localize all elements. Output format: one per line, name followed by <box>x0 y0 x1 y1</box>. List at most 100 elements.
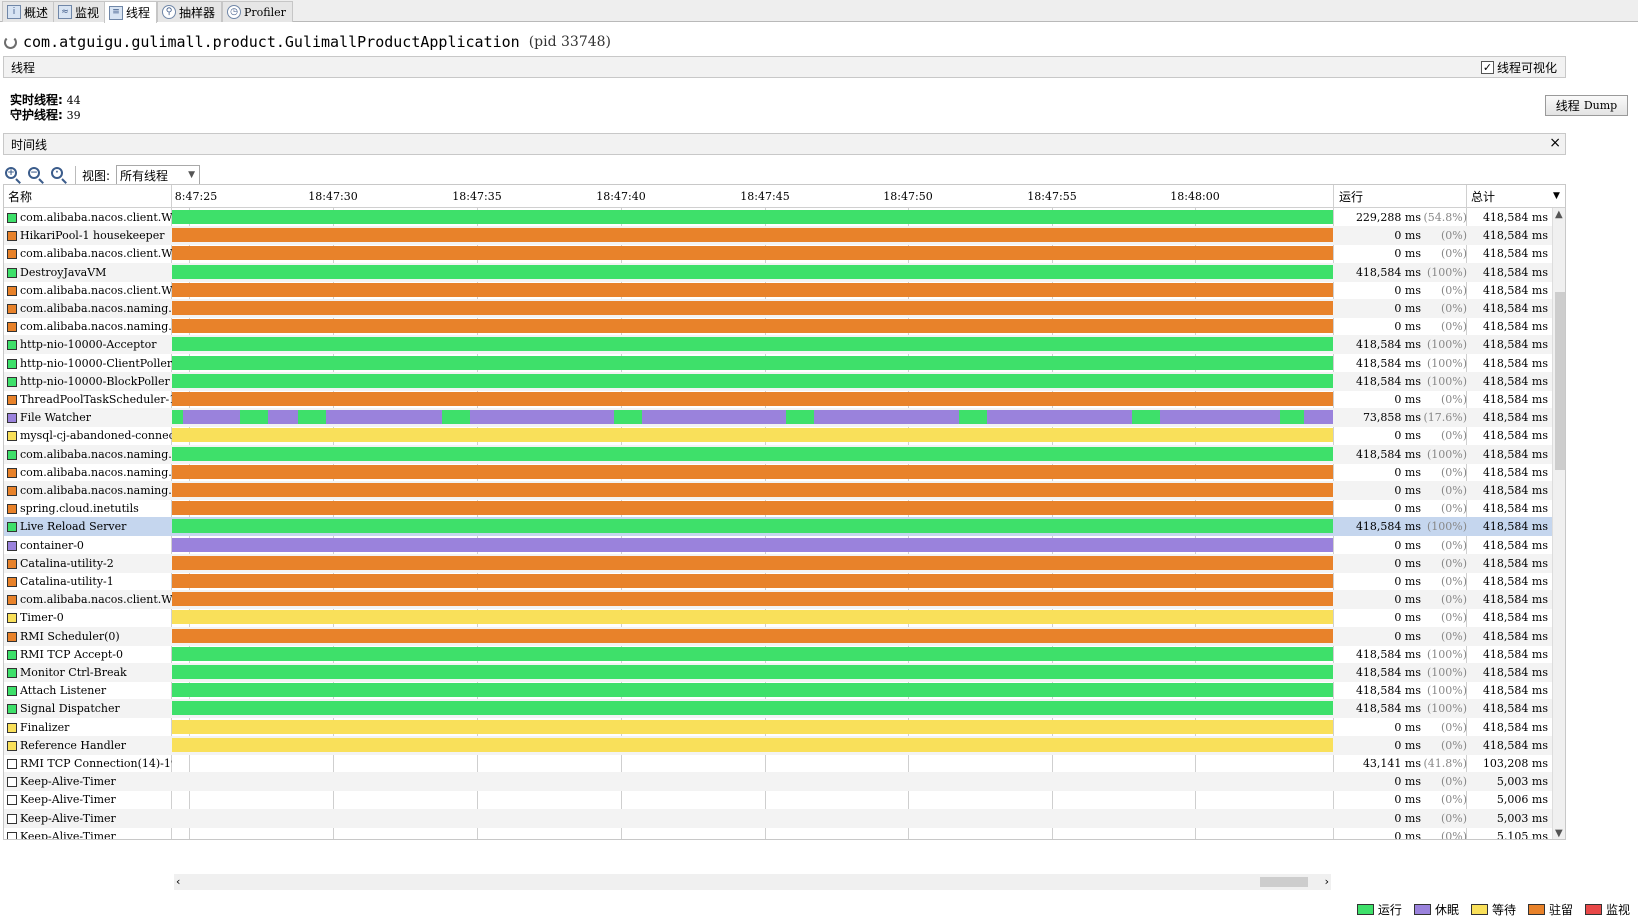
threads-visualize-toggle[interactable]: ✓ 线程可视化 <box>1480 59 1557 76</box>
running-ms: 418,584 ms <box>1355 666 1421 679</box>
thread-row[interactable]: Keep-Alive-Timer 0 ms (0%) 5,003 ms <box>4 809 1565 828</box>
total-time-cell: 5,003 ms <box>1496 812 1548 825</box>
tab-profiler[interactable]: ◷ Profiler <box>222 1 293 22</box>
thread-row[interactable]: com.alibaba.nacos.naming.failover 0 ms (0%… <box>4 463 1565 482</box>
thread-row[interactable]: container-0 0 ms (0%) 418,584 ms <box>4 536 1565 555</box>
running-time-cell: 0 ms (0%) <box>1341 739 1471 753</box>
sampler-icon: ⚲ <box>162 5 176 19</box>
thread-name-cell: com.alibaba.nacos.naming.beat <box>7 319 172 334</box>
running-ms: 0 ms <box>1394 284 1421 297</box>
tab-monitor[interactable]: ≈ 监视 <box>53 1 107 22</box>
thread-row[interactable]: Attach Listener 418,584 ms (100%) 418,584 m… <box>4 681 1565 700</box>
zoom-in-icon[interactable]: + <box>4 166 22 184</box>
thread-row[interactable]: RMI TCP Connection(14)-192.168.56.1 43,14… <box>4 754 1565 773</box>
thread-row[interactable]: com.alibaba.nacos.client.Worker 0 ms (0%) 4… <box>4 244 1565 263</box>
thread-row[interactable]: http-nio-10000-Acceptor 418,584 ms (100%) 4… <box>4 335 1565 354</box>
total-time-cell: 418,584 ms <box>1482 575 1548 588</box>
profiler-clock-icon: ◷ <box>227 5 241 19</box>
running-ms: 0 ms <box>1394 611 1421 624</box>
legend-label: 监视 <box>1605 903 1630 917</box>
thread-row[interactable]: Keep-Alive-Timer 0 ms (0%) 5,003 ms <box>4 772 1565 791</box>
horizontal-scrollbar[interactable]: ‹ › <box>174 874 1331 890</box>
thread-row[interactable]: com.alibaba.nacos.client.Worker 0 ms (0%) 4… <box>4 590 1565 609</box>
thread-row[interactable]: com.alibaba.nacos.naming.client.listener… <box>4 481 1565 500</box>
thread-row[interactable]: Finalizer 0 ms (0%) 418,584 ms <box>4 718 1565 737</box>
thread-name: com.alibaba.nacos.naming.beat <box>20 320 172 333</box>
thread-row[interactable]: com.alibaba.nacos.naming.push.receiver 41… <box>4 445 1565 464</box>
thread-row[interactable]: Catalina-utility-2 0 ms (0%) 418,584 ms <box>4 554 1565 573</box>
scroll-right-icon[interactable]: › <box>1324 875 1329 888</box>
vertical-scroll-thumb[interactable] <box>1555 292 1565 470</box>
thread-dump-button[interactable]: 线程 Dump <box>1545 95 1628 116</box>
scroll-down-icon[interactable]: ▼ <box>1555 828 1563 839</box>
monitor-chart-icon: ≈ <box>58 5 72 19</box>
horizontal-scroll-thumb[interactable] <box>1260 877 1308 887</box>
scroll-left-icon[interactable]: ‹ <box>176 875 181 888</box>
thread-state-bar <box>172 647 1333 661</box>
thread-state-swatch-icon <box>7 612 17 623</box>
checkbox-checked-icon[interactable]: ✓ <box>1480 61 1494 74</box>
thread-row[interactable]: Monitor Ctrl-Break 418,584 ms (100%) 418,58… <box>4 663 1565 682</box>
thread-name: com.alibaba.nacos.client.Worker <box>20 593 172 606</box>
thread-row[interactable]: Signal Dispatcher 418,584 ms (100%) 418,584… <box>4 699 1565 718</box>
vertical-scrollbar[interactable]: ▲ ▼ <box>1552 208 1565 839</box>
tab-threads[interactable]: ≡ 线程 <box>104 1 158 23</box>
close-icon[interactable]: × <box>1549 135 1561 151</box>
running-ms: 0 ms <box>1394 593 1421 606</box>
thread-row[interactable]: Live Reload Server 418,584 ms (100%) 418,58… <box>4 517 1565 536</box>
section-title: 线程 <box>11 60 36 75</box>
thread-row[interactable]: com.alibaba.nacos.client.Worker 0 ms (0%) 4… <box>4 281 1565 300</box>
thread-row[interactable]: http-nio-10000-ClientPoller 418,584 ms (10… <box>4 354 1565 373</box>
tab-overview[interactable]: i 概述 <box>2 1 56 22</box>
thread-row[interactable]: com.alibaba.nacos.naming.beat 0 ms (0%) 418… <box>4 299 1565 318</box>
column-menu-chevron-icon[interactable]: ▼ <box>1553 191 1560 201</box>
total-time-cell: 418,584 ms <box>1482 338 1548 351</box>
thread-row[interactable]: ThreadPoolTaskScheduler-1 0 ms (0%) 418,584… <box>4 390 1565 409</box>
thread-name-cell: com.alibaba.nacos.naming.push.receiver <box>7 447 172 462</box>
thread-row[interactable]: mysql-cj-abandoned-connection-cleanup 0 m… <box>4 426 1565 445</box>
thread-state-bar <box>172 428 1333 442</box>
running-time-cell: 418,584 ms (100%) <box>1341 338 1471 352</box>
view-select-value: 所有线程 <box>120 168 169 183</box>
total-time-cell: 5,003 ms <box>1496 775 1548 788</box>
zoom-out-icon[interactable]: − <box>27 166 45 184</box>
running-percent: (100%) <box>1426 702 1467 715</box>
total-time-cell: 418,584 ms <box>1482 211 1548 224</box>
running-ms: 0 ms <box>1394 502 1421 515</box>
total-time-cell: 418,584 ms <box>1482 593 1548 606</box>
thread-row[interactable]: File Watcher 73,858 ms (17.6%) 418,584 ms <box>4 408 1565 427</box>
daemon-threads-label: 守护线程: <box>10 108 63 122</box>
thread-row[interactable]: Keep-Alive-Timer 0 ms (0%) 5,006 ms <box>4 790 1565 809</box>
zoom-fit-icon[interactable]: · <box>50 166 68 184</box>
thread-row[interactable]: HikariPool-1 housekeeper 0 ms (0%) 418,584 … <box>4 226 1565 245</box>
timeline-tick-label: 18:48:00 <box>1170 190 1220 203</box>
running-percent: (100%) <box>1426 684 1467 697</box>
thread-row[interactable]: com.alibaba.nacos.naming.beat 0 ms (0%) 418… <box>4 317 1565 336</box>
thread-row[interactable]: Reference Handler 0 ms (0%) 418,584 ms <box>4 736 1565 755</box>
thread-row[interactable]: http-nio-10000-BlockPoller 418,584 ms (100… <box>4 372 1565 391</box>
thread-row[interactable]: RMI Scheduler(0) 0 ms (0%) 418,584 ms <box>4 627 1565 646</box>
running-ms: 0 ms <box>1394 229 1421 242</box>
scroll-up-icon[interactable]: ▲ <box>1555 209 1563 220</box>
thread-name: container-0 <box>20 539 84 552</box>
column-header-name[interactable]: 名称 <box>8 189 33 204</box>
thread-row[interactable]: DestroyJavaVM 418,584 ms (100%) 418,584 ms <box>4 263 1565 282</box>
running-time-cell: 418,584 ms (100%) <box>1341 684 1471 698</box>
thread-row[interactable]: com.alibaba.nacos.client.Worker 229,288 m… <box>4 208 1565 227</box>
running-percent: (100%) <box>1426 338 1467 351</box>
running-percent: (100%) <box>1426 357 1467 370</box>
thread-row[interactable]: RMI TCP Accept-0 418,584 ms (100%) 418,584 … <box>4 645 1565 664</box>
thread-row[interactable]: Keep-Alive-Timer 0 ms (0%) 5,105 ms <box>4 827 1565 839</box>
tab-sampler[interactable]: ⚲ 抽样器 <box>157 1 223 22</box>
thread-name: com.alibaba.nacos.naming.client.listener <box>20 484 172 497</box>
loading-spinner-icon <box>4 35 17 49</box>
column-header-total[interactable]: 总计 <box>1471 189 1496 204</box>
running-time-cell: 0 ms (0%) <box>1341 466 1471 480</box>
thread-row[interactable]: Catalina-utility-1 0 ms (0%) 418,584 ms <box>4 572 1565 591</box>
thread-name: Timer-0 <box>20 611 64 624</box>
thread-row[interactable]: Timer-0 0 ms (0%) 418,584 ms <box>4 608 1565 627</box>
thread-row[interactable]: spring.cloud.inetutils 0 ms (0%) 418,584 ms <box>4 499 1565 518</box>
column-header-running[interactable]: 运行 <box>1339 189 1364 204</box>
view-select[interactable]: 所有线程 ▼ <box>116 165 201 185</box>
table-header: 名称 8:47:25 18:47:30 18:47:35 18:47:40 18:47:… <box>4 185 1565 208</box>
